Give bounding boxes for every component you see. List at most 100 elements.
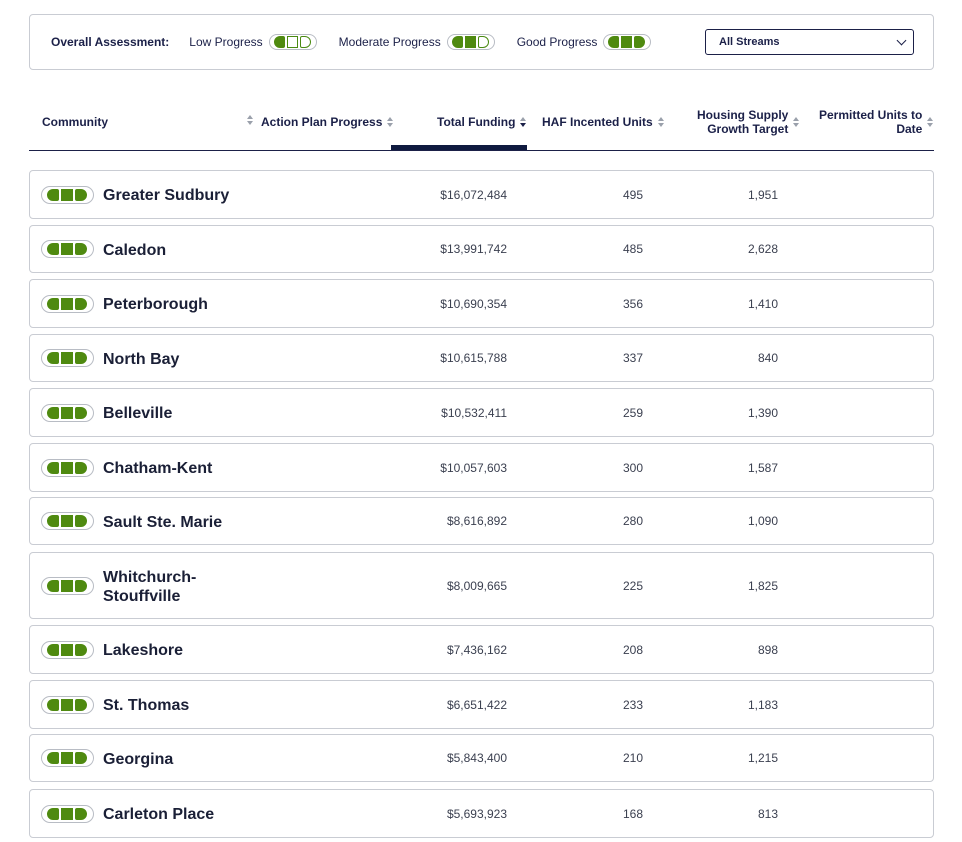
progress-pill-icon (41, 749, 94, 767)
sort-desc-icon (520, 117, 527, 127)
progress-pill-icon (41, 403, 94, 422)
progress-pill-icon (41, 640, 94, 659)
progress-pill-icon (41, 294, 94, 313)
haf-units-cell: 485 (622, 242, 643, 256)
stream-filter-value: All Streams (719, 36, 780, 48)
community-name: North Bay (103, 350, 180, 368)
table-header: Community Action Plan Progress Total Fun… (29, 100, 934, 151)
growth-target-cell: 1,587 (747, 460, 778, 475)
stream-filter-select[interactable]: All Streams (705, 29, 914, 55)
growth-target-cell: 1,183 (747, 697, 778, 712)
progress-pill-icon (41, 349, 94, 367)
total-funding-cell: $6,651,422 (446, 697, 507, 712)
sort-icon (657, 117, 664, 127)
legend-label-good: Good Progress (516, 35, 598, 49)
table-row[interactable]: Carleton Place $5,693,923 168 813 (29, 789, 934, 838)
table-row[interactable]: North Bay $10,615,788 337 840 (29, 334, 934, 382)
growth-target-cell: 1,090 (747, 514, 778, 528)
growth-target-cell: 898 (757, 642, 778, 657)
community-name: Carleton Place (103, 806, 215, 823)
assessment-legend: Overall Assessment: Low Progress Moderat… (29, 14, 934, 70)
legend-item-good: Good Progress (517, 34, 652, 50)
progress-pill-icon (268, 34, 317, 50)
legend-title: Overall Assessment: (51, 35, 170, 49)
haf-units-cell: 225 (622, 578, 643, 593)
community-name: Lakeshore (103, 642, 184, 659)
progress-pill-icon (41, 804, 94, 823)
total-funding-cell: $16,072,484 (440, 187, 507, 202)
legend-label-low: Low Progress (189, 35, 263, 49)
table-row[interactable]: Belleville $10,532,411 259 1,390 (29, 388, 934, 437)
header-housing-supply-growth-target[interactable]: Housing Supply Growth Target (697, 108, 800, 136)
table-row[interactable]: Whitchurch-Stouffville $8,009,665 225 1,825 (29, 552, 934, 619)
community-name: St. Thomas (103, 697, 190, 714)
total-funding-cell: $10,532,411 (441, 405, 507, 420)
growth-target-cell: 1,825 (747, 578, 778, 593)
table-row[interactable]: Caledon $13,991,742 485 2,628 (29, 225, 934, 273)
total-funding-cell: $8,616,892 (446, 514, 507, 528)
progress-pill-icon (41, 512, 94, 530)
haf-units-cell: 495 (622, 187, 643, 202)
haf-units-cell: 280 (622, 514, 643, 528)
haf-units-cell: 233 (622, 697, 643, 712)
growth-target-cell: 813 (757, 806, 778, 821)
progress-pill-icon (446, 34, 495, 50)
legend-item-low: Low Progress (189, 34, 317, 50)
table-row[interactable]: Chatham-Kent $10,057,603 300 1,587 (29, 443, 934, 492)
header-total-funding[interactable]: Total Funding (437, 115, 527, 129)
header-permitted-units-to-date[interactable]: Permitted Units to Date (819, 108, 934, 136)
growth-target-cell: 1,951 (747, 187, 778, 202)
community-name: Caledon (103, 241, 167, 259)
progress-pill-icon (603, 34, 652, 50)
growth-target-cell: 1,410 (747, 296, 778, 311)
haf-units-cell: 259 (622, 405, 643, 420)
table-row[interactable]: Peterborough $10,690,354 356 1,410 (29, 279, 934, 328)
table-row[interactable]: Lakeshore $7,436,162 208 898 (29, 625, 934, 674)
growth-target-cell: 1,390 (747, 405, 778, 420)
growth-target-cell: 840 (757, 351, 778, 365)
community-name: Whitchurch-Stouffville (103, 568, 197, 605)
progress-pill-icon (41, 576, 94, 595)
haf-units-cell: 168 (622, 806, 643, 821)
haf-units-cell: 356 (622, 296, 643, 311)
active-sort-indicator (391, 145, 527, 150)
community-name: Chatham-Kent (103, 460, 213, 477)
legend-item-moderate: Moderate Progress (339, 34, 495, 50)
total-funding-cell: $10,690,354 (440, 296, 507, 311)
table-row[interactable]: Georgina $5,843,400 210 1,215 (29, 734, 934, 782)
sort-icon (927, 117, 934, 127)
progress-pill-icon (41, 458, 94, 477)
community-name: Greater Sudbury (103, 187, 230, 204)
table-row[interactable]: Greater Sudbury $16,072,484 495 1,951 (29, 170, 934, 219)
header-haf-incented-units[interactable]: HAF Incented Units (542, 115, 664, 129)
total-funding-cell: $10,615,788 (440, 351, 507, 365)
total-funding-cell: $7,436,162 (446, 642, 507, 657)
haf-units-cell: 208 (622, 642, 643, 657)
chevron-down-icon (896, 35, 907, 45)
sort-icon (387, 117, 394, 127)
total-funding-cell: $5,843,400 (446, 751, 507, 765)
community-name: Georgina (103, 750, 174, 768)
sort-icon (793, 117, 800, 127)
progress-pill-icon (41, 240, 94, 258)
table-row[interactable]: Sault Ste. Marie $8,616,892 280 1,090 (29, 497, 934, 545)
total-funding-cell: $5,693,923 (446, 806, 507, 821)
community-name: Belleville (103, 405, 173, 422)
table-row[interactable]: St. Thomas $6,651,422 233 1,183 (29, 680, 934, 729)
haf-units-cell: 337 (622, 351, 643, 365)
header-community[interactable]: Community (42, 115, 108, 129)
sort-community-icon[interactable] (242, 115, 253, 125)
total-funding-cell: $13,991,742 (440, 242, 507, 256)
total-funding-cell: $8,009,665 (446, 578, 507, 593)
header-action-plan-progress[interactable]: Action Plan Progress (261, 115, 394, 129)
legend-label-moderate: Moderate Progress (338, 35, 441, 49)
total-funding-cell: $10,057,603 (440, 460, 507, 475)
community-name: Peterborough (103, 296, 208, 313)
haf-units-cell: 210 (622, 751, 643, 765)
haf-units-cell: 300 (622, 460, 643, 475)
community-name: Sault Ste. Marie (103, 513, 223, 531)
progress-pill-icon (41, 185, 94, 204)
growth-target-cell: 2,628 (747, 242, 778, 256)
progress-pill-icon (41, 695, 94, 714)
growth-target-cell: 1,215 (747, 751, 778, 765)
